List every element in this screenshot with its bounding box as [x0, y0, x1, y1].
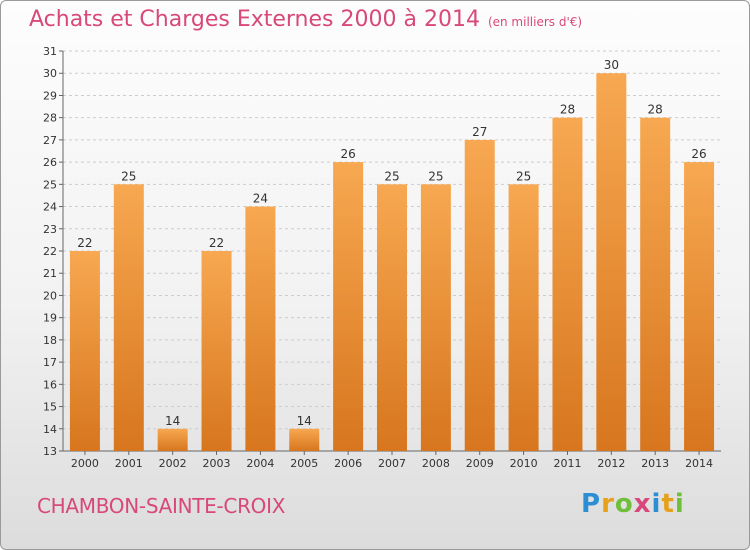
bar [157, 428, 188, 451]
bar [245, 206, 276, 451]
data-label: 14 [165, 414, 180, 428]
bar [684, 162, 715, 451]
y-tick-label: 19 [43, 312, 57, 325]
y-tick-label: 18 [43, 334, 57, 347]
data-label: 25 [121, 169, 136, 183]
y-tick-label: 29 [43, 89, 57, 102]
y-tick-label: 14 [43, 423, 57, 436]
y-tick-label: 16 [43, 378, 57, 391]
logo-letter: P [581, 489, 602, 519]
data-label: 22 [77, 236, 92, 250]
x-tick-label: 2012 [597, 457, 625, 470]
data-label: 26 [340, 147, 355, 161]
city-name: CHAMBON-SAINTE-CROIX [37, 494, 286, 518]
bar [289, 428, 320, 451]
data-label: 28 [648, 103, 663, 117]
data-label: 27 [472, 125, 487, 139]
title-text: Achats et Charges Externes 2000 à 2014 [29, 7, 480, 32]
y-tick-label: 24 [43, 201, 57, 214]
x-tick-label: 2008 [422, 457, 450, 470]
data-label: 30 [604, 58, 619, 72]
bar [596, 73, 627, 451]
y-tick-label: 21 [43, 267, 57, 280]
x-tick-label: 2014 [685, 457, 713, 470]
y-tick-label: 22 [43, 245, 57, 258]
bar [640, 117, 671, 452]
data-label: 28 [560, 103, 575, 117]
bar [464, 139, 495, 451]
y-tick-label: 15 [43, 401, 57, 414]
x-tick-label: 2013 [641, 457, 669, 470]
data-label: 24 [253, 192, 268, 206]
x-tick-label: 2010 [510, 457, 538, 470]
data-label: 25 [516, 169, 531, 183]
logo-letter: x [633, 489, 652, 519]
y-tick-label: 17 [43, 356, 57, 369]
data-label: 14 [297, 414, 312, 428]
y-tick-label: 20 [43, 289, 57, 302]
bar [201, 251, 232, 451]
x-tick-label: 2007 [378, 457, 406, 470]
axes: 13 14 15 16 17 18 19 20 21 22 23 24 25 26 27 28 29 30 31 20… [43, 45, 721, 470]
y-tick-label: 30 [43, 67, 57, 80]
bars [69, 73, 715, 452]
y-tick-label: 28 [43, 112, 57, 125]
bar [113, 184, 144, 452]
x-tick-label: 2009 [466, 457, 494, 470]
x-tick-label: 2002 [159, 457, 187, 470]
bar [377, 184, 407, 452]
y-tick-label: 31 [43, 45, 57, 58]
logo-letter: i [651, 489, 662, 519]
proxiti-logo: Proxiti [581, 489, 685, 519]
data-label: 25 [428, 169, 443, 183]
bar [508, 184, 539, 452]
chart-subtitle: (en milliers d'€) [487, 15, 583, 29]
y-tick-label: 25 [43, 178, 57, 191]
logo-letter: r [601, 489, 615, 519]
data-label: 26 [691, 147, 706, 161]
x-tick-label: 2004 [246, 457, 274, 470]
data-labels: 22 25 14 22 24 14 26 25 25 27 25 28 30 28 26 [77, 58, 706, 428]
x-tick-label: 2005 [290, 457, 318, 470]
logo-letter: i [674, 489, 685, 519]
bar [420, 184, 451, 452]
x-tick-label: 2006 [334, 457, 362, 470]
bar [69, 251, 100, 451]
data-label: 25 [384, 169, 399, 183]
x-tick-label: 2000 [71, 457, 99, 470]
y-tick-label: 27 [43, 134, 57, 147]
x-tick-label: 2011 [553, 457, 581, 470]
y-tick-label: 13 [43, 445, 57, 458]
bar [552, 117, 583, 452]
logo-letter: t [661, 489, 675, 519]
y-tick-label: 26 [43, 156, 57, 169]
chart-title: Achats et Charges Externes 2000 à 2014 (e… [29, 7, 582, 32]
x-tick-label: 2003 [203, 457, 231, 470]
x-tick-label: 2001 [115, 457, 143, 470]
bar [333, 162, 364, 451]
data-label: 22 [209, 236, 224, 250]
y-tick-label: 23 [43, 223, 57, 236]
logo-letter: o [614, 489, 634, 519]
